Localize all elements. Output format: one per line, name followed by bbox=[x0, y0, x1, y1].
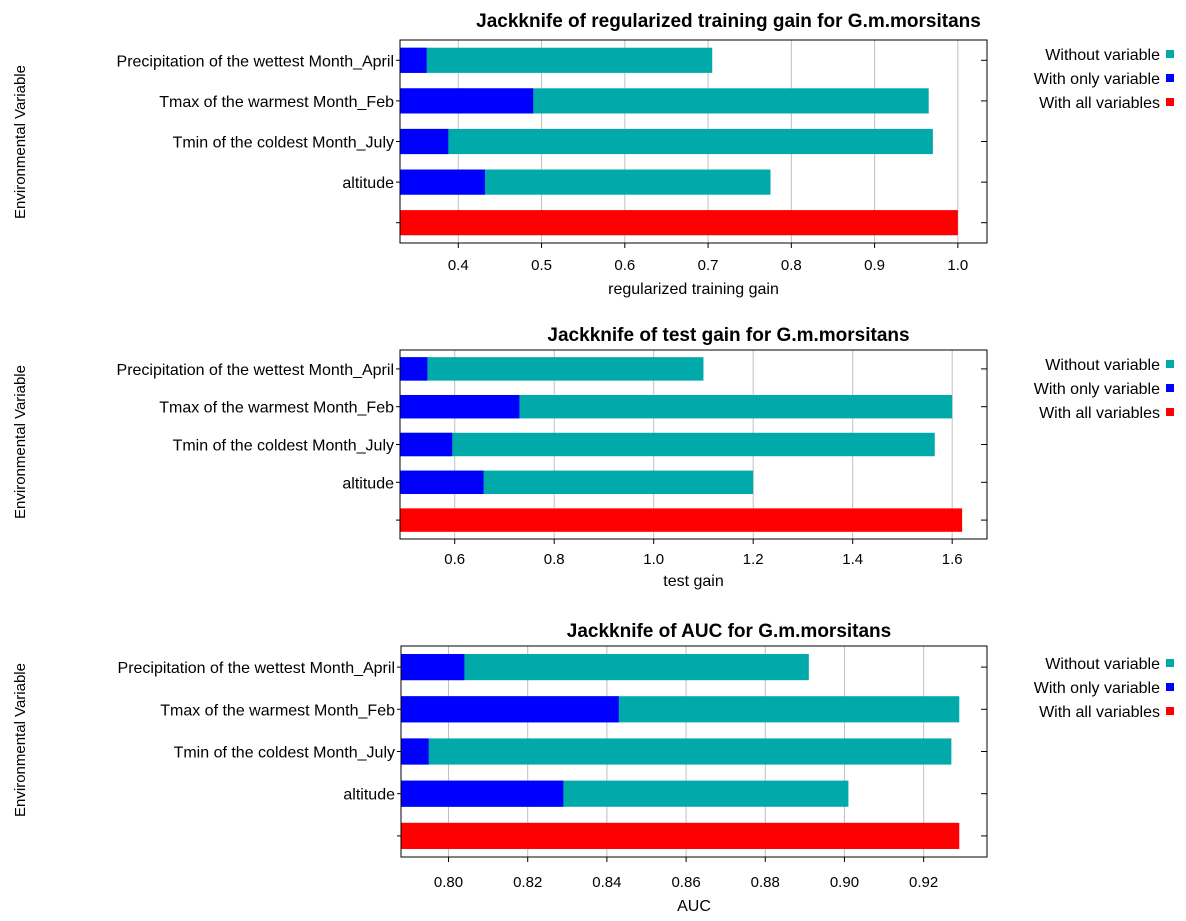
category-label: Tmin of the coldest Month_July bbox=[173, 135, 394, 152]
legend-label-without: Without variable bbox=[1045, 357, 1160, 374]
legend-swatch-without bbox=[1166, 659, 1174, 667]
bar-all-variables bbox=[400, 508, 963, 532]
bar-without-tmin-of-the-coldest-month-july bbox=[401, 738, 952, 765]
legend: Without variable With only variable With a… bbox=[1034, 47, 1174, 112]
bar-only-tmax-of-the-warmest-month-feb bbox=[400, 88, 534, 114]
y-axis-label: Environmental Variable bbox=[12, 365, 29, 519]
x-tick-label: 0.80 bbox=[434, 874, 463, 891]
category-label: Precipitation of the wettest Month_April bbox=[117, 53, 394, 70]
x-tick-label: 0.5 bbox=[531, 257, 552, 274]
legend-label-all: With all variables bbox=[1039, 704, 1160, 721]
category-label: altitude bbox=[342, 475, 394, 492]
chart-panel-3: Jackknife of AUC for G.m.morsitans Precip… bbox=[12, 621, 1174, 915]
legend-swatch-without bbox=[1166, 50, 1174, 58]
x-tick-label: 1.6 bbox=[942, 551, 963, 568]
bar-without-tmax-of-the-warmest-month-feb bbox=[400, 394, 953, 419]
x-tick-label: 1.2 bbox=[743, 551, 764, 568]
bar-all-variables bbox=[401, 822, 960, 849]
bar-only-tmin-of-the-coldest-month-july bbox=[401, 738, 429, 765]
bar-without-precipitation-of-the-wettest-month-april bbox=[400, 357, 704, 381]
legend-swatch-all bbox=[1166, 98, 1174, 106]
x-tick-label: 1.0 bbox=[643, 551, 664, 568]
legend: Without variable With only variable With a… bbox=[1034, 656, 1174, 721]
bar-without-precipitation-of-the-wettest-month-april bbox=[401, 654, 809, 681]
chart-panel-1: Jackknife of regularized training gain f… bbox=[12, 11, 1174, 298]
bar-only-precipitation-of-the-wettest-month-april bbox=[401, 654, 465, 681]
legend-swatch-only bbox=[1166, 74, 1174, 82]
x-tick-label: 0.90 bbox=[830, 874, 859, 891]
category-label: Tmin of the coldest Month_July bbox=[173, 438, 394, 455]
bar-only-altitude bbox=[401, 780, 564, 807]
legend-label-only: With only variable bbox=[1034, 381, 1160, 398]
x-tick-label: 0.84 bbox=[592, 874, 621, 891]
x-tick-label: 0.88 bbox=[751, 874, 780, 891]
legend-label-all: With all variables bbox=[1039, 95, 1160, 112]
x-tick-label: 0.7 bbox=[698, 257, 719, 274]
legend-swatch-all bbox=[1166, 707, 1174, 715]
x-tick-label: 0.4 bbox=[448, 257, 469, 274]
x-tick-label: 1.4 bbox=[842, 551, 863, 568]
plot-frame bbox=[399, 39, 988, 244]
legend-label-all: With all variables bbox=[1039, 405, 1160, 422]
bar-only-tmin-of-the-coldest-month-july bbox=[400, 432, 453, 457]
x-axis-label: AUC bbox=[677, 898, 711, 915]
y-axis-label: Environmental Variable bbox=[12, 663, 29, 817]
bar-only-tmax-of-the-warmest-month-feb bbox=[401, 696, 619, 723]
legend: Without variable With only variable With a… bbox=[1034, 357, 1174, 422]
x-tick-label: 0.9 bbox=[864, 257, 885, 274]
chart-title: Jackknife of test gain for G.m.morsitans bbox=[547, 325, 909, 346]
bar-all-variables bbox=[400, 210, 958, 236]
x-axis-label: regularized training gain bbox=[608, 281, 779, 298]
legend-label-without: Without variable bbox=[1045, 656, 1160, 673]
bar-without-tmin-of-the-coldest-month-july bbox=[400, 432, 935, 457]
category-label: Tmax of the warmest Month_Feb bbox=[160, 702, 395, 719]
chart-title: Jackknife of regularized training gain f… bbox=[476, 11, 981, 32]
x-tick-label: 0.8 bbox=[781, 257, 802, 274]
x-tick-label: 0.6 bbox=[614, 257, 635, 274]
legend-label-only: With only variable bbox=[1034, 680, 1160, 697]
category-label: altitude bbox=[342, 175, 394, 192]
x-tick-label: 0.8 bbox=[544, 551, 565, 568]
chart-panel-2: Jackknife of test gain for G.m.morsitans… bbox=[12, 325, 1174, 590]
plot-frame bbox=[399, 349, 988, 540]
legend-label-without: Without variable bbox=[1045, 47, 1160, 64]
bar-only-altitude bbox=[400, 470, 484, 495]
bar-without-precipitation-of-the-wettest-month-april bbox=[400, 47, 713, 73]
x-axis-label: test gain bbox=[663, 573, 723, 590]
legend-swatch-all bbox=[1166, 408, 1174, 416]
bar-only-tmin-of-the-coldest-month-july bbox=[400, 128, 449, 155]
legend-swatch-without bbox=[1166, 360, 1174, 368]
category-label: Tmin of the coldest Month_July bbox=[174, 745, 395, 762]
y-axis-label: Environmental Variable bbox=[12, 65, 29, 219]
legend-label-only: With only variable bbox=[1034, 71, 1160, 88]
bar-without-tmin-of-the-coldest-month-july bbox=[400, 128, 933, 155]
x-tick-label: 0.6 bbox=[444, 551, 465, 568]
legend-swatch-only bbox=[1166, 384, 1174, 392]
bar-without-altitude bbox=[400, 470, 754, 495]
bar-only-precipitation-of-the-wettest-month-april bbox=[400, 357, 428, 381]
bar-only-tmax-of-the-warmest-month-feb bbox=[400, 394, 520, 419]
plot-frame bbox=[400, 645, 988, 858]
chart-title: Jackknife of AUC for G.m.morsitans bbox=[567, 621, 891, 642]
category-label: Precipitation of the wettest Month_April bbox=[117, 362, 394, 379]
category-label: Tmax of the warmest Month_Feb bbox=[159, 400, 394, 417]
legend-swatch-only bbox=[1166, 683, 1174, 691]
x-tick-label: 0.92 bbox=[909, 874, 938, 891]
category-label: Tmax of the warmest Month_Feb bbox=[159, 94, 394, 111]
bar-only-altitude bbox=[400, 169, 485, 195]
bar-only-precipitation-of-the-wettest-month-april bbox=[400, 47, 427, 73]
x-tick-label: 0.86 bbox=[671, 874, 700, 891]
category-label: Precipitation of the wettest Month_April bbox=[118, 660, 395, 677]
x-tick-label: 0.82 bbox=[513, 874, 542, 891]
x-tick-label: 1.0 bbox=[947, 257, 968, 274]
category-label: altitude bbox=[343, 787, 395, 804]
